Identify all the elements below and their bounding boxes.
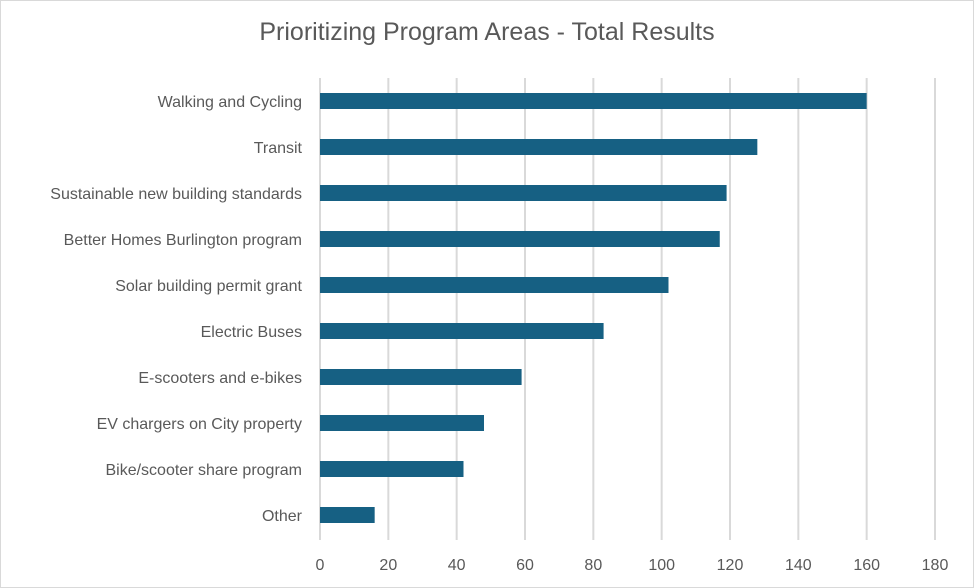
category-label: Walking and Cycling [158,94,302,111]
x-tick-label: 40 [448,557,466,574]
bar [320,277,669,293]
bar [320,185,727,201]
bar [320,369,522,385]
category-label: Sustainable new building standards [50,186,302,203]
category-label: Bike/scooter share program [105,462,302,479]
x-tick-label: 180 [922,557,949,574]
bar [320,139,758,155]
x-tick-label: 160 [853,557,880,574]
x-tick-label: 20 [379,557,397,574]
x-tick-label: 100 [648,557,675,574]
x-tick-label: 60 [516,557,534,574]
bar [320,231,720,247]
bar [320,461,464,477]
category-label: Solar building permit grant [115,278,302,295]
bar [320,93,867,109]
bar [320,507,375,523]
chart-title: Prioritizing Program Areas - Total Resul… [259,18,715,46]
category-label: Better Homes Burlington program [64,232,302,249]
x-tick-label: 80 [584,557,602,574]
x-tick-label: 140 [785,557,812,574]
bar [320,323,604,339]
category-label: Other [262,508,303,525]
bar [320,415,484,431]
x-tick-label: 0 [316,557,325,574]
category-label: EV chargers on City property [97,416,302,433]
category-label: Electric Buses [201,324,302,341]
x-tick-label: 120 [717,557,744,574]
category-label: E-scooters and e-bikes [138,370,302,387]
category-label: Transit [254,140,303,157]
